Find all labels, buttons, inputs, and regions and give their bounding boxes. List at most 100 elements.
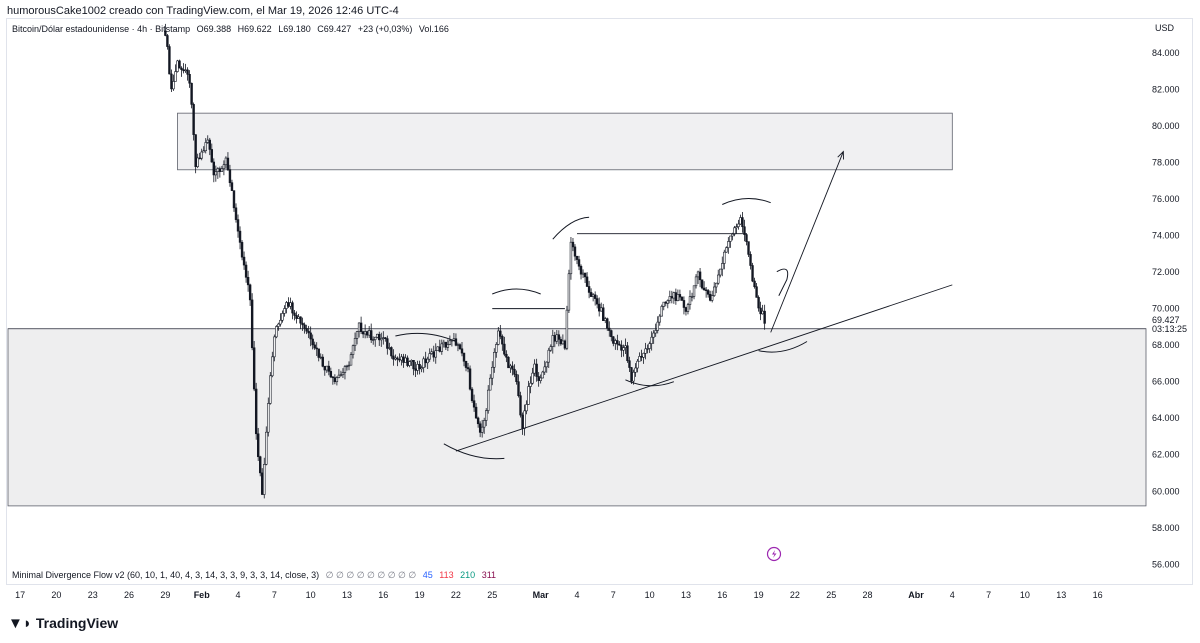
candle-body [460, 348, 464, 354]
candle-body [339, 374, 343, 376]
x-tick-label: 19 [415, 590, 425, 600]
candle-body [692, 285, 696, 297]
candle-body [448, 340, 452, 345]
candle-body [565, 309, 569, 349]
candle-body [573, 246, 577, 257]
candle-body [620, 344, 623, 351]
x-tick-label: 22 [451, 590, 461, 600]
candle-body [501, 336, 504, 345]
y-tick-label: 66.000 [1152, 377, 1180, 387]
y-tick-label: 76.000 [1152, 194, 1180, 204]
candle-body [418, 364, 421, 370]
candle-body [285, 302, 288, 309]
alert-icon[interactable] [766, 546, 782, 562]
symbol-legend[interactable]: Bitcoin/Dólar estadounidense · 4h · Bits… [12, 24, 453, 34]
tradingview-logo[interactable]: ▼◗ TradingView [8, 615, 118, 632]
candle-body [456, 344, 460, 346]
candle-body [432, 351, 435, 358]
candle-body [595, 298, 599, 305]
candle-body [281, 313, 284, 321]
candle-body [230, 182, 234, 191]
projection [770, 151, 844, 333]
candle-body [466, 367, 470, 370]
candle-body [315, 347, 318, 350]
candle-body [517, 381, 520, 396]
indicator-legend[interactable]: Minimal Divergence Flow v2 (60, 10, 1, 4… [12, 570, 500, 581]
y-tick-label: 58.000 [1152, 523, 1180, 533]
candle-body [303, 324, 306, 329]
candle-body [622, 347, 625, 351]
x-tick-label: Mar [533, 590, 550, 600]
candle-body [505, 353, 508, 358]
candle-body [567, 273, 571, 311]
candle-body [246, 276, 250, 286]
candle-body [630, 367, 633, 382]
candle-body [642, 352, 645, 358]
y-tick-label: 74.000 [1152, 231, 1180, 241]
currency-label: USD [1155, 23, 1175, 33]
y-tick-label: 72.000 [1152, 267, 1180, 277]
x-tick-label: 4 [950, 590, 955, 600]
candle-body [420, 367, 423, 370]
candle-body [458, 344, 462, 350]
y-tick-label: 84.000 [1152, 48, 1180, 58]
candle-body [664, 301, 667, 304]
candle-body [341, 372, 345, 376]
candle-body [307, 330, 310, 334]
indicator-value-2: 113 [439, 570, 454, 580]
candle-body [523, 410, 526, 429]
x-tick-label: 7 [986, 590, 991, 600]
candle-body [485, 410, 488, 421]
candle-body [398, 358, 401, 361]
y-tick-label: 64.000 [1152, 413, 1180, 423]
candle-body [301, 322, 304, 326]
candle-body [355, 331, 359, 339]
candle-body [710, 295, 714, 301]
candle-body [612, 336, 615, 344]
candle-body [271, 356, 274, 377]
candle-body [222, 164, 226, 169]
candle-body [680, 296, 684, 301]
candle-body [414, 368, 417, 371]
candle-body [291, 302, 294, 314]
indicator-value-1: 45 [422, 570, 433, 580]
chart-frame [6, 18, 1193, 585]
candle-body [652, 332, 655, 338]
candle-body [684, 307, 688, 312]
candle-body [729, 235, 732, 242]
x-tick-label: 10 [645, 590, 655, 600]
candle-body [234, 207, 238, 220]
low-value: L69.180 [278, 24, 311, 34]
pivot-arc [552, 216, 590, 240]
candle-body [349, 354, 353, 366]
candle-body [394, 357, 397, 360]
candle-body [549, 346, 552, 351]
candle-body [551, 335, 554, 347]
candle-body [164, 30, 167, 36]
pivot-arc [758, 341, 808, 353]
candle-body [753, 280, 756, 288]
symbol-name: Bitcoin/Dólar estadounidense · 4h · Bits… [12, 24, 191, 34]
candle-body [587, 286, 591, 293]
ascending-support [455, 284, 953, 452]
candle-body [343, 366, 347, 373]
x-tick-label: 13 [681, 590, 691, 600]
candle-body [589, 292, 593, 297]
candle-body [529, 382, 532, 387]
candle-body [559, 339, 563, 345]
candle-body [638, 356, 641, 362]
candle-body [238, 230, 242, 243]
candle-body [325, 365, 329, 371]
candle-body [335, 377, 339, 383]
candle-body [275, 326, 278, 338]
candle-body [317, 348, 320, 358]
candle-body [256, 433, 260, 458]
candle-body [541, 371, 544, 379]
y-tick-label: 80.000 [1152, 121, 1180, 131]
candle-body [206, 139, 209, 143]
volume-value: Vol.166 [418, 24, 449, 34]
candle-body [491, 366, 494, 379]
candle-body [644, 348, 647, 354]
candle-body [170, 73, 173, 90]
